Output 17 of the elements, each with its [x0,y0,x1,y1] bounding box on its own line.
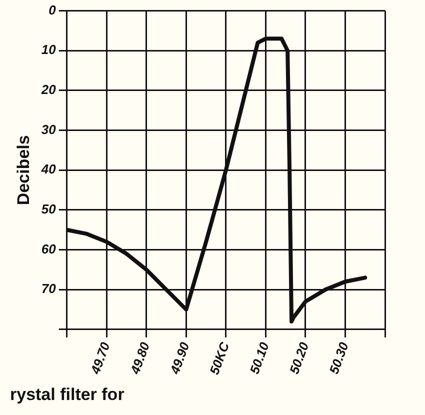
y-tick-label: 50 [41,202,57,217]
x-tick-label: 49.90 [166,339,193,377]
y-tick-label: 60 [41,241,57,256]
x-tick-label: 50.20 [286,339,312,376]
x-tick-label: 50.10 [246,339,272,376]
y-tick-label: 20 [40,82,57,98]
x-tick-label: 49.70 [87,339,114,377]
x-tick-label: 50.30 [326,339,352,376]
y-tick-label: 10 [41,42,57,58]
y-tick-label: 0 [48,2,57,18]
y-tick-label: 30 [41,122,57,137]
text: rystal filter for [10,385,124,405]
y-axis-title: Decibels [14,135,33,206]
y-tick-label: 70 [41,281,57,296]
x-tick-label: 50KC [206,340,232,377]
y-tick-label: 40 [40,162,57,177]
x-tick-label: 49.80 [127,339,153,377]
